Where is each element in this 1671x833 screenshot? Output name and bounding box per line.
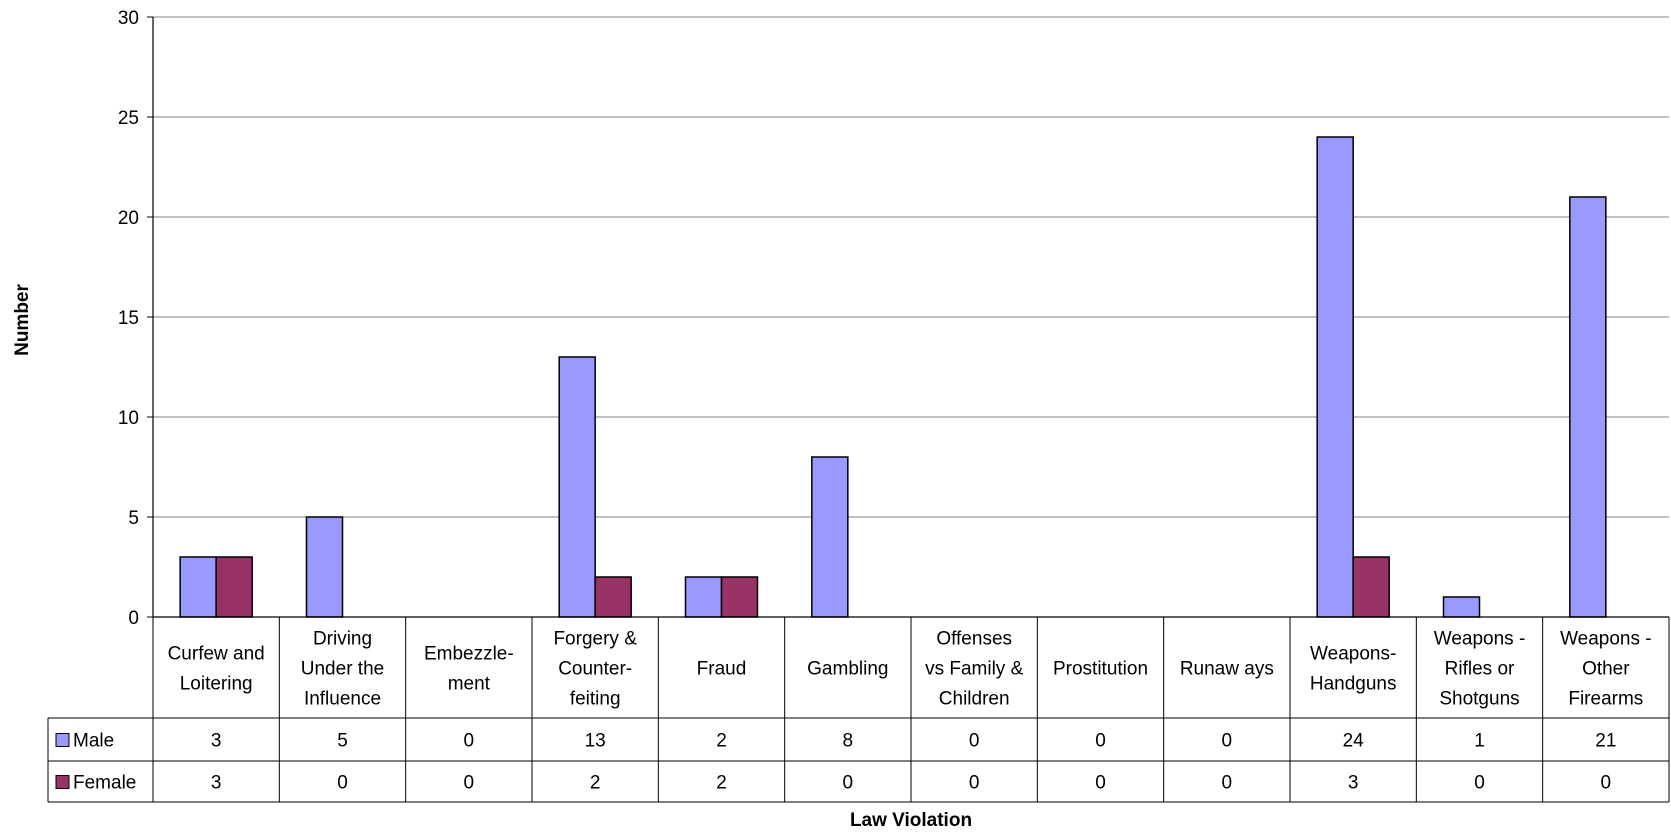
- category-label: Fraud: [697, 659, 747, 680]
- legend-label-male: Male: [73, 731, 114, 752]
- category-label: Runaw ays: [1180, 659, 1274, 680]
- bar-male: [179, 556, 217, 618]
- data-label-male: 0: [1095, 731, 1106, 752]
- bar-male: [1569, 196, 1607, 618]
- bars: [179, 136, 1607, 618]
- legend-key-male: [55, 733, 70, 747]
- data-label-male: 21: [1595, 731, 1616, 752]
- data-label-female: 3: [211, 773, 222, 794]
- data-label-female: 3: [1348, 773, 1359, 794]
- y-axis-title: Number: [12, 284, 33, 356]
- y-tick-label: 20: [118, 208, 139, 229]
- data-label-male: 8: [843, 731, 854, 752]
- y-axis-ticks: 0 5 10 15 20 25 30: [118, 8, 153, 629]
- category-label: Weapons -Rifles or Shotguns: [1434, 629, 1526, 710]
- data-label-female: 0: [843, 773, 854, 794]
- category-label: Gambling: [807, 659, 888, 680]
- bar-male: [558, 356, 596, 618]
- legend-label-female: Female: [73, 773, 136, 794]
- category-label: Offenses vs Family & Children: [925, 629, 1024, 710]
- bar-female: [215, 556, 253, 618]
- data-label-female: 0: [1601, 773, 1612, 794]
- y-tick-label: 30: [118, 8, 139, 29]
- bar-male: [305, 516, 344, 618]
- bar-male: [1316, 136, 1354, 618]
- category-label: Driving Under the Influence: [301, 629, 384, 710]
- y-tick-label: 15: [118, 308, 139, 329]
- data-label-male: 3: [211, 731, 222, 752]
- data-label-male: 5: [337, 731, 348, 752]
- data-label-male: 1: [1474, 731, 1485, 752]
- data-label-male: 24: [1343, 731, 1365, 752]
- bar-male: [684, 576, 723, 618]
- data-label-female: 2: [716, 773, 727, 794]
- data-label-male: 13: [585, 731, 606, 752]
- bar-male: [1442, 596, 1481, 618]
- bar-female: [594, 576, 632, 618]
- legend-key-female: [55, 775, 70, 789]
- gridlines: [153, 16, 1669, 518]
- category-label: Weapons-Handguns: [1310, 644, 1397, 695]
- y-tick-label: 5: [128, 508, 139, 529]
- bar-male: [811, 456, 849, 618]
- data-label-female: 0: [1222, 773, 1233, 794]
- y-tick-label: 25: [118, 108, 139, 129]
- category-label: Weapons -Other Firearms: [1560, 629, 1652, 710]
- data-label-male: 0: [464, 731, 475, 752]
- data-table: Curfew and Loitering Driving Under the Influ…: [47, 617, 1670, 803]
- data-label-female: 0: [464, 773, 475, 794]
- data-label-female: 2: [590, 773, 601, 794]
- category-label: Curfew and Loitering: [168, 644, 265, 695]
- data-label-male: 2: [716, 731, 727, 752]
- category-label: Prostitution: [1053, 659, 1148, 680]
- data-label-male: 0: [969, 731, 980, 752]
- data-label-female: 0: [969, 773, 980, 794]
- y-tick-label: 0: [128, 608, 139, 629]
- category-label: Forgery & Counter-feiting: [553, 629, 637, 710]
- data-label-female: 0: [337, 773, 348, 794]
- x-axis-title: Law Violation: [850, 810, 972, 831]
- data-label-female: 0: [1095, 773, 1106, 794]
- category-label: Embezzle-ment: [424, 644, 514, 695]
- bar-female: [720, 576, 759, 618]
- data-label-male: 0: [1222, 731, 1233, 752]
- bar-female: [1352, 556, 1390, 618]
- y-tick-label: 10: [118, 408, 139, 429]
- data-label-female: 0: [1474, 773, 1485, 794]
